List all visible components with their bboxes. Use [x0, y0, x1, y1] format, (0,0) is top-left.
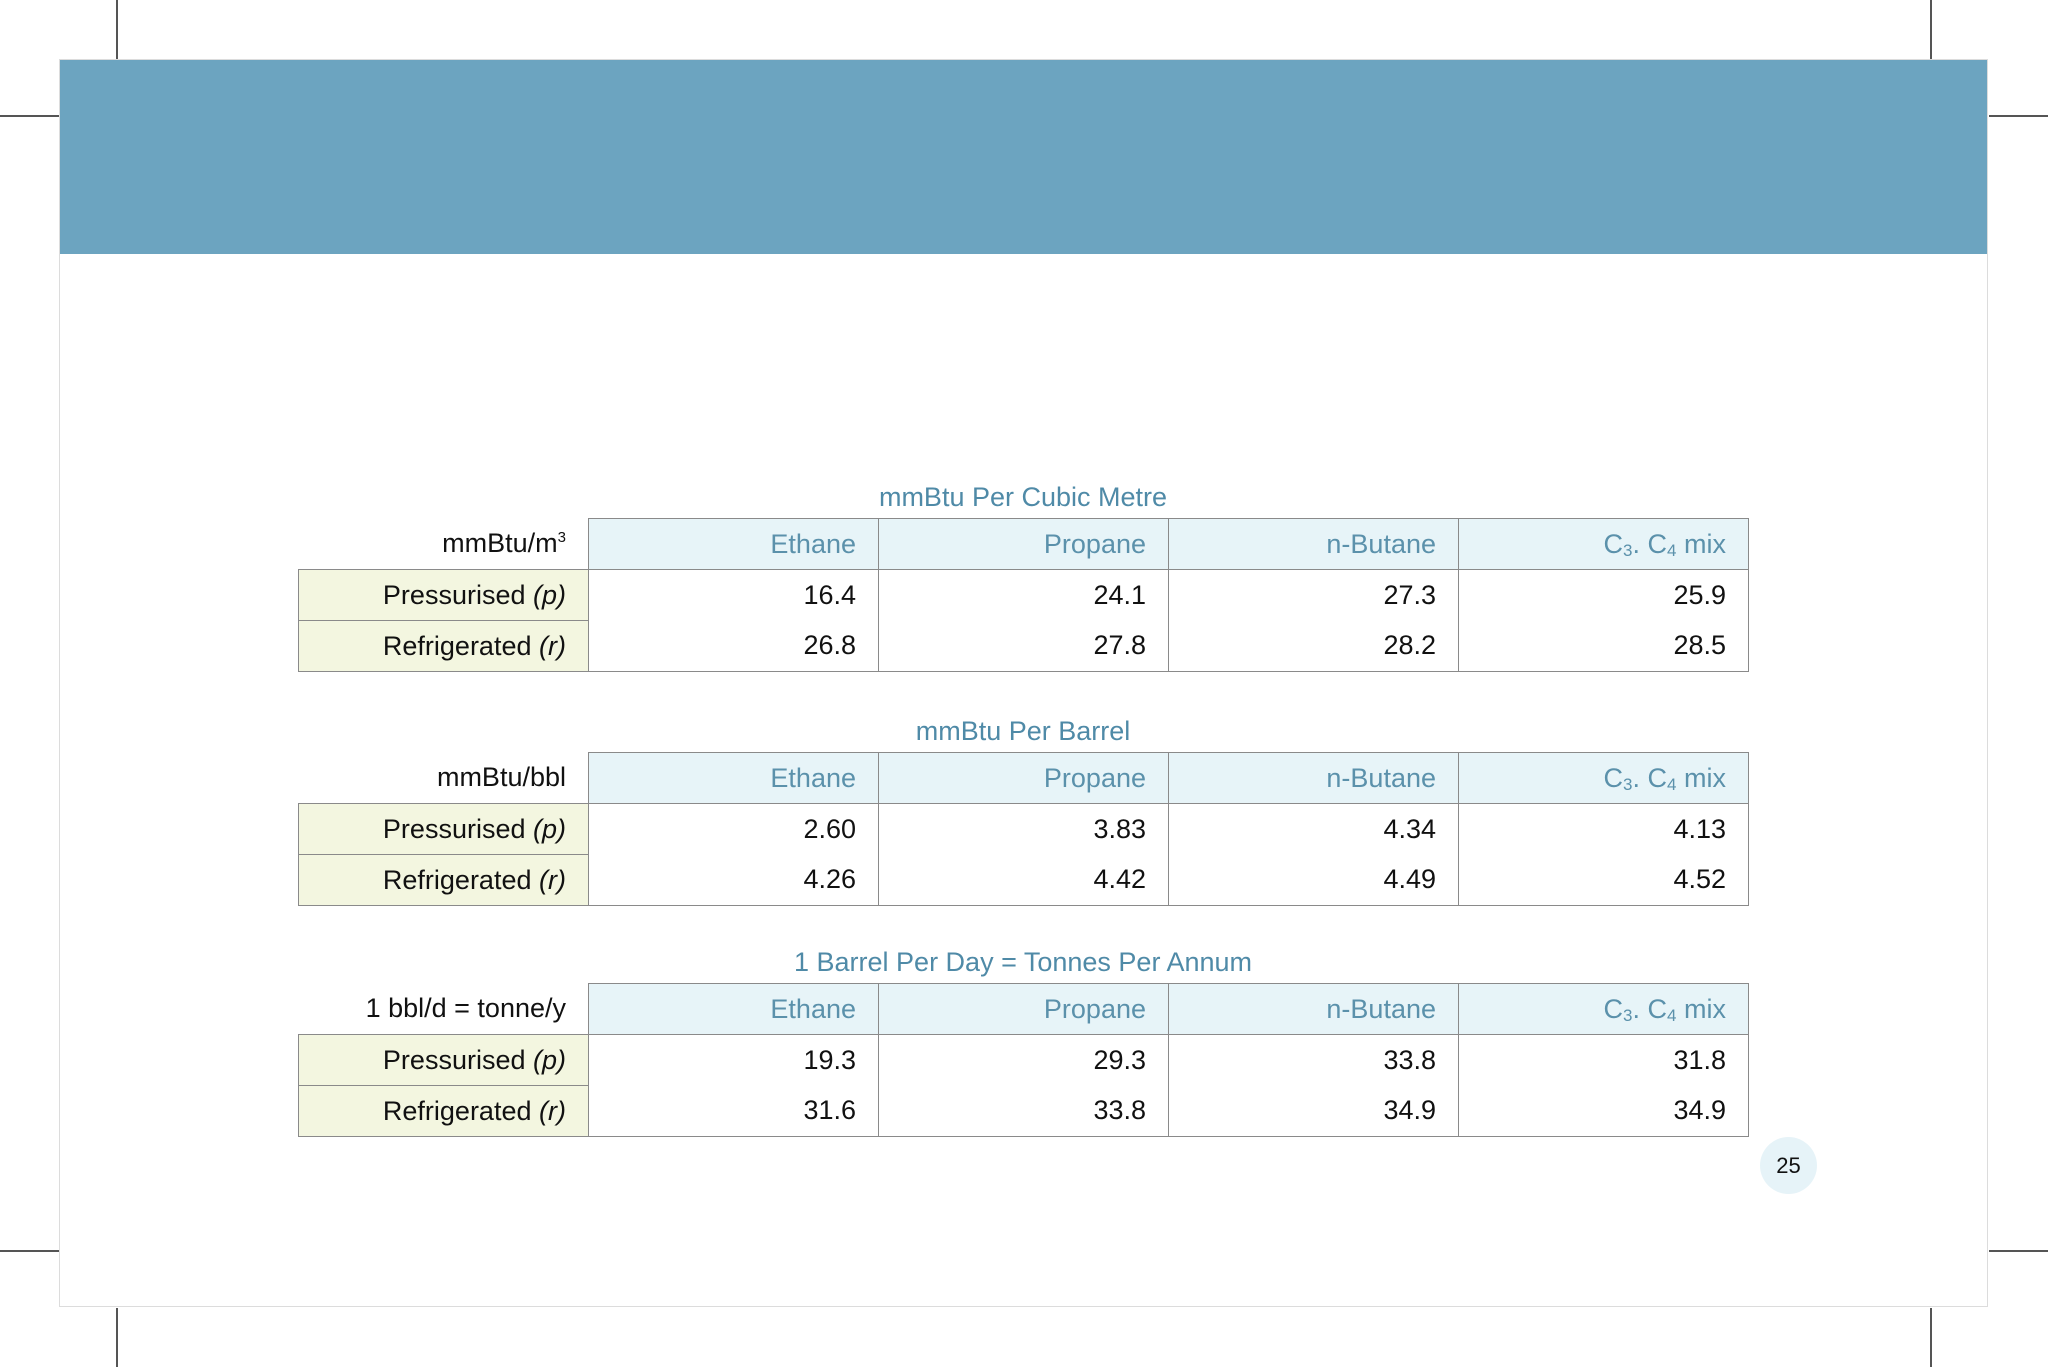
- table-cell: 34.9: [1458, 1085, 1749, 1137]
- row-header-pressurised: Pressurised (p): [298, 803, 589, 855]
- table-cell: 4.42: [878, 854, 1169, 906]
- column-header-propane: Propane: [878, 983, 1169, 1035]
- table-cell: 27.8: [878, 620, 1169, 672]
- table-cell: 28.2: [1168, 620, 1459, 672]
- table-cell: 29.3: [878, 1034, 1169, 1086]
- table-title: mmBtu Per Barrel: [915, 716, 1131, 746]
- table-cell: 4.26: [588, 854, 879, 906]
- crop-mark-top-right: [1930, 0, 1932, 59]
- table-cell: 31.8: [1458, 1034, 1749, 1086]
- table-cell: 2.60: [588, 803, 879, 855]
- table-cell: 27.3: [1168, 569, 1459, 621]
- table-cell: 33.8: [1168, 1034, 1459, 1086]
- column-header-n-butane: n-Butane: [1168, 518, 1459, 570]
- table-cell: 33.8: [878, 1085, 1169, 1137]
- table-row: Pressurised (p) 16.4 24.1 27.3 25.9: [298, 569, 1749, 621]
- unit-label: 1 bbl/d = tonne/y: [298, 983, 589, 1035]
- table-row: Pressurised (p) 2.60 3.83 4.34 4.13: [298, 803, 1749, 855]
- conversion-table: mmBtu/bbl Ethane Propane n-Butane C3. C4…: [298, 752, 1749, 906]
- unit-label: mmBtu/bbl: [298, 752, 589, 804]
- row-header-refrigerated: Refrigerated (r): [298, 1085, 589, 1137]
- table-cell: 4.34: [1168, 803, 1459, 855]
- header-band: [60, 60, 1987, 254]
- table-cell: 31.6: [588, 1085, 879, 1137]
- table-cell: 24.1: [878, 569, 1169, 621]
- table-row: Pressurised (p) 19.3 29.3 33.8 31.8: [298, 1034, 1749, 1086]
- crop-mark-bottom-left: [116, 1308, 118, 1367]
- unit-label: mmBtu/m3: [298, 518, 589, 570]
- table-cell: 4.52: [1458, 854, 1749, 906]
- row-header-refrigerated: Refrigerated (r): [298, 620, 589, 672]
- table-cell: 3.83: [878, 803, 1169, 855]
- row-header-pressurised: Pressurised (p): [298, 569, 589, 621]
- table-cell: 26.8: [588, 620, 879, 672]
- column-header-n-butane: n-Butane: [1168, 983, 1459, 1035]
- crop-mark-left-bottom: [0, 1250, 59, 1252]
- crop-mark-bottom-right: [1930, 1308, 1932, 1367]
- row-header-pressurised: Pressurised (p): [298, 1034, 589, 1086]
- table-cell: 16.4: [588, 569, 879, 621]
- table-cell: 4.13: [1458, 803, 1749, 855]
- column-header-c3-c4-mix: C3. C4 mix: [1458, 752, 1749, 804]
- crop-mark-right-top: [1989, 115, 2048, 117]
- column-header-ethane: Ethane: [588, 518, 879, 570]
- table-cell: 19.3: [588, 1034, 879, 1086]
- column-header-propane: Propane: [878, 518, 1169, 570]
- crop-mark-right-bottom: [1989, 1250, 2048, 1252]
- crop-mark-left-top: [0, 115, 59, 117]
- column-header-propane: Propane: [878, 752, 1169, 804]
- document-page: mmBtu Per Cubic Metre mmBtu/m3 Ethane Pr…: [59, 59, 1988, 1307]
- column-header-c3-c4-mix: C3. C4 mix: [1458, 983, 1749, 1035]
- table-cell: 28.5: [1458, 620, 1749, 672]
- column-header-ethane: Ethane: [588, 752, 879, 804]
- conversion-table: mmBtu/m3 Ethane Propane n-Butane C3. C4 …: [298, 518, 1749, 672]
- table-row: Refrigerated (r) 4.26 4.42 4.49 4.52: [298, 854, 1749, 906]
- column-header-n-butane: n-Butane: [1168, 752, 1459, 804]
- table-title: mmBtu Per Cubic Metre: [878, 482, 1168, 512]
- crop-mark-top-left: [116, 0, 118, 59]
- table-row: Refrigerated (r) 26.8 27.8 28.2 28.5: [298, 620, 1749, 672]
- column-header-ethane: Ethane: [588, 983, 879, 1035]
- table-row: Refrigerated (r) 31.6 33.8 34.9 34.9: [298, 1085, 1749, 1137]
- row-header-refrigerated: Refrigerated (r): [298, 854, 589, 906]
- page-number: 25: [1760, 1137, 1817, 1194]
- table-title: 1 Barrel Per Day = Tonnes Per Annum: [794, 947, 1252, 977]
- column-header-c3-c4-mix: C3. C4 mix: [1458, 518, 1749, 570]
- conversion-table: 1 bbl/d = tonne/y Ethane Propane n-Butan…: [298, 983, 1749, 1137]
- table-cell: 25.9: [1458, 569, 1749, 621]
- table-cell: 4.49: [1168, 854, 1459, 906]
- table-cell: 34.9: [1168, 1085, 1459, 1137]
